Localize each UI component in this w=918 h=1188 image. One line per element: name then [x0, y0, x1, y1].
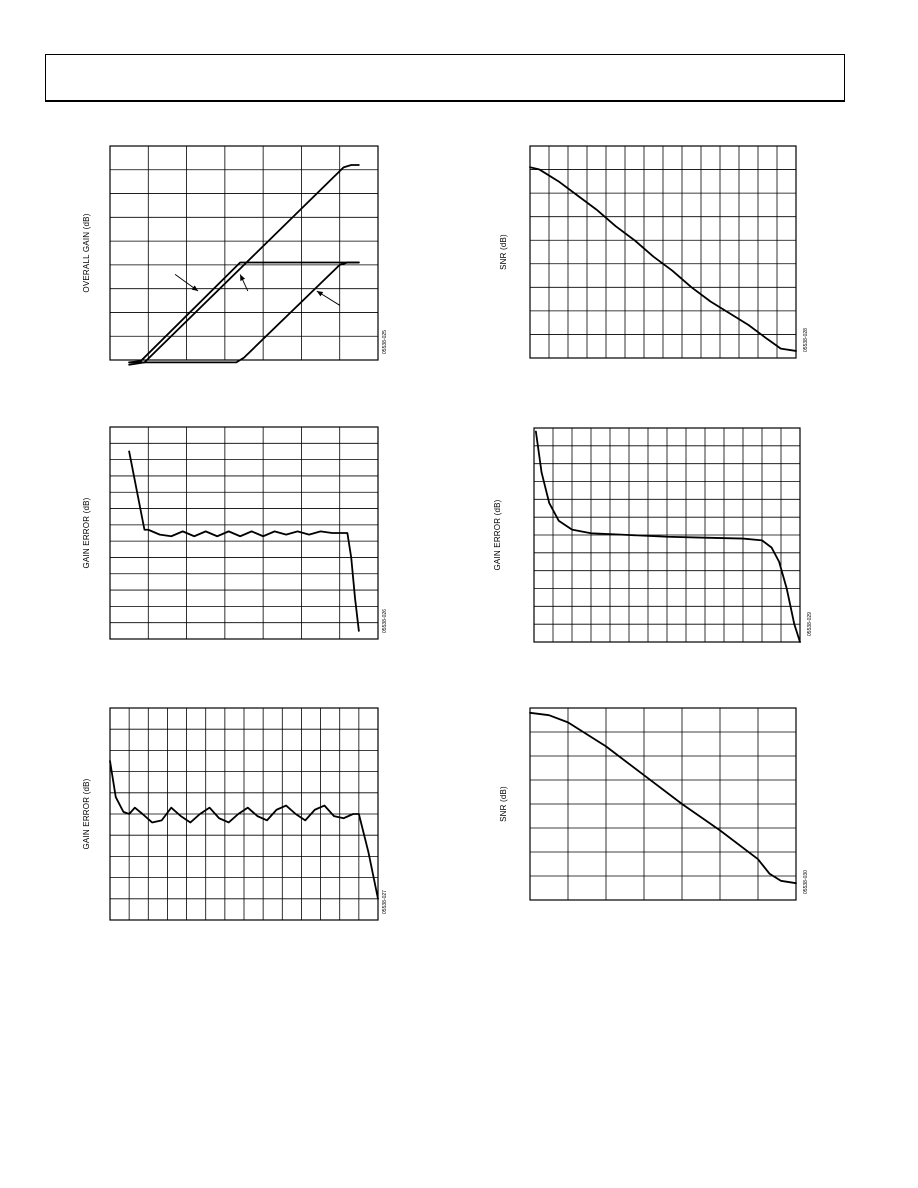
- series-line-1: [128, 164, 360, 364]
- y-axis-label: GAIN ERROR (dB): [82, 497, 91, 568]
- annotation-arrow-1: [174, 274, 199, 292]
- page-header-box: [45, 54, 845, 102]
- plot-frame: [109, 145, 379, 361]
- chart-snr-bottom-svg: SNR (dB) 05538-030: [499, 707, 809, 901]
- chart-gain-error-middle-right-grid: [534, 428, 800, 642]
- chart-gain-error-middle-left: GAIN ERROR (dB) 05538-026: [80, 420, 392, 656]
- chart-snr-bottom-grid: [530, 708, 796, 900]
- series-line-3: [128, 261, 360, 366]
- chart-snr-top: SNR (dB) 05538-028: [496, 140, 816, 376]
- figure-code: 05538-030: [803, 870, 809, 894]
- series-line-1: [535, 430, 801, 643]
- figure-code: 05538-026: [382, 609, 388, 633]
- chart-gain-error-bottom-left-grid: [110, 708, 378, 920]
- y-axis-label: GAIN ERROR (dB): [82, 778, 91, 849]
- chart-gain-error-middle-right: GAIN ERROR (dB) 05538-029: [490, 420, 816, 656]
- chart-snr-top-svg: SNR (dB) 05538-028: [499, 145, 809, 359]
- plot-frame: [109, 426, 379, 640]
- plot-frame: [109, 707, 379, 921]
- chart-overall-gain: OVERALL GAIN (dB) 05538-025: [80, 140, 392, 376]
- chart-gain-error-bottom-left-svg: GAIN ERROR (dB) 05538-027: [82, 707, 388, 921]
- y-axis-label: SNR (dB): [499, 234, 508, 270]
- chart-gain-error-bottom-left: GAIN ERROR (dB) 05538-027: [80, 700, 392, 936]
- chart-overall-gain-grid: [110, 146, 378, 360]
- chart-snr-bottom: SNR (dB) 05538-030: [496, 700, 816, 936]
- chart-snr-top-grid: [530, 146, 796, 358]
- series-line-1: [109, 760, 379, 900]
- plot-frame: [529, 145, 797, 359]
- figure-code: 05538-025: [382, 330, 388, 354]
- figure-code: 05538-028: [803, 328, 809, 352]
- series-line-1: [529, 711, 797, 885]
- y-axis-label: OVERALL GAIN (dB): [82, 213, 91, 292]
- figure-code: 05538-027: [382, 890, 388, 914]
- chart-gain-error-middle-right-svg: GAIN ERROR (dB) 05538-029: [493, 427, 813, 643]
- chart-gain-error-middle-left-grid: [110, 427, 378, 639]
- plot-frame: [529, 707, 797, 901]
- annotation-arrow-3: [316, 290, 340, 306]
- plot-frame: [533, 427, 801, 643]
- chart-overall-gain-svg: OVERALL GAIN (dB) 05538-025: [82, 145, 388, 366]
- figure-code: 05538-029: [807, 612, 813, 636]
- y-axis-label: SNR (dB): [499, 786, 508, 822]
- series-line-2: [128, 261, 360, 364]
- y-axis-label: GAIN ERROR (dB): [493, 499, 502, 570]
- series-line-1: [128, 450, 360, 632]
- series-line-1: [529, 166, 797, 352]
- chart-gain-error-middle-left-svg: GAIN ERROR (dB) 05538-026: [82, 426, 388, 640]
- annotation-arrow-2: [239, 274, 249, 292]
